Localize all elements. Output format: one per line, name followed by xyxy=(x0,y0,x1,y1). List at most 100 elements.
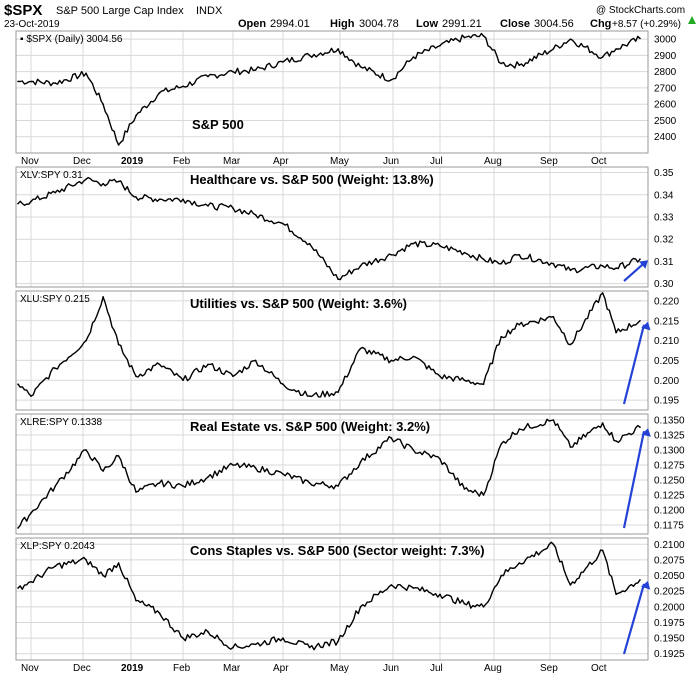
data-point xyxy=(117,343,120,346)
y-tick-label: 0.30 xyxy=(654,279,674,290)
data-point xyxy=(500,443,503,445)
chart-panel-5: 0.2100 0.2075 0.2050 0.2025 0.2000 0.1975 0.19… xyxy=(15,537,685,674)
panel-title: Healthcare vs. S&P 500 (Weight: 13.8%) xyxy=(190,172,434,187)
x-tick-label: Sep xyxy=(540,156,558,167)
header-close-label: Close xyxy=(500,18,530,30)
data-point xyxy=(500,574,503,577)
y-tick-label: 0.1350 xyxy=(654,416,685,427)
data-point xyxy=(117,562,120,564)
data-point xyxy=(17,383,19,386)
data-point xyxy=(54,367,57,370)
data-point xyxy=(135,114,137,117)
data-point xyxy=(158,612,161,614)
data-point xyxy=(232,207,234,209)
data-point xyxy=(17,202,19,205)
data-point xyxy=(30,580,32,583)
data-point xyxy=(639,37,641,40)
data-point xyxy=(601,265,604,267)
data-point xyxy=(135,375,137,378)
y-tick-label: 2600 xyxy=(654,100,677,111)
data-point xyxy=(207,476,209,478)
y-tick-label: 2700 xyxy=(654,83,677,94)
y-tick-label: 0.215 xyxy=(654,316,679,327)
panel-frame xyxy=(15,537,649,661)
data-point xyxy=(30,395,32,397)
series-line xyxy=(17,32,641,146)
y-tick-label: 2900 xyxy=(654,51,677,62)
data-point xyxy=(117,180,120,183)
data-point xyxy=(359,265,362,267)
x-tick-label: Apr xyxy=(273,663,289,674)
watermark: @ StockCharts.com xyxy=(596,5,685,16)
data-point xyxy=(482,606,485,608)
x-tick-label: Aug xyxy=(484,156,502,167)
header-symbol: $SPX xyxy=(4,2,42,19)
data-point xyxy=(601,292,604,294)
data-point xyxy=(463,379,466,382)
data-point xyxy=(182,485,184,487)
x-tick-label: Feb xyxy=(173,663,191,674)
data-point xyxy=(412,449,415,451)
x-tick-label: Feb xyxy=(173,156,191,167)
data-point xyxy=(158,363,161,366)
y-tick-label: 0.210 xyxy=(654,336,679,347)
x-tick-label: 2019 xyxy=(121,663,144,674)
data-point xyxy=(232,375,234,378)
y-tick-label: 0.205 xyxy=(654,356,679,367)
data-point xyxy=(390,437,393,439)
data-point xyxy=(337,485,339,487)
data-point xyxy=(135,196,137,198)
panel-legend: XLU:SPY 0.215 xyxy=(20,294,90,305)
y-tick-label: 0.1175 xyxy=(654,521,684,532)
data-point xyxy=(569,343,572,346)
y-tick-label: 0.2100 xyxy=(654,540,685,551)
header-close-value: 3004.56 xyxy=(534,18,574,30)
x-tick-label: Dec xyxy=(73,156,91,167)
data-point xyxy=(482,494,485,496)
y-tick-label: 0.1200 xyxy=(654,506,685,517)
data-point xyxy=(359,461,362,463)
data-point xyxy=(30,512,32,514)
y-tick-label: 0.220 xyxy=(654,296,679,307)
data-point xyxy=(207,205,209,207)
data-point xyxy=(500,62,503,65)
y-tick-label: 0.1925 xyxy=(654,649,685,660)
data-point xyxy=(308,482,311,484)
data-point xyxy=(390,584,393,586)
x-tick-label: Jul xyxy=(430,663,443,674)
data-point xyxy=(102,470,104,472)
data-point xyxy=(254,359,257,362)
data-point xyxy=(615,48,617,50)
data-point xyxy=(207,363,209,366)
data-point xyxy=(182,637,184,639)
x-tick-label: Oct xyxy=(591,663,607,674)
header-exchange: INDX xyxy=(196,5,223,17)
panel-frame xyxy=(15,166,649,288)
data-point xyxy=(135,491,137,493)
panel-legend: XLP:SPY 0.2043 xyxy=(20,541,95,552)
data-point xyxy=(182,379,184,382)
data-point xyxy=(54,565,57,567)
data-point xyxy=(615,331,617,334)
data-point xyxy=(359,347,362,350)
x-tick-label: Apr xyxy=(273,156,289,167)
x-tick-label: Aug xyxy=(484,663,502,674)
x-tick-label: Jun xyxy=(383,156,399,167)
header-open-label: Open xyxy=(238,18,266,30)
header-date: 23-Oct-2019 xyxy=(4,19,60,30)
data-point xyxy=(337,278,339,281)
panel-legend: XLRE:SPY 0.1338 xyxy=(20,417,103,428)
data-point xyxy=(232,70,234,73)
data-point xyxy=(135,599,137,602)
data-point xyxy=(158,482,161,484)
data-point xyxy=(639,579,641,581)
data-point xyxy=(207,75,209,78)
data-point xyxy=(463,602,466,605)
data-point xyxy=(232,464,234,466)
header-name: S&P 500 Large Cap Index xyxy=(56,5,184,17)
data-point xyxy=(337,640,339,643)
data-point xyxy=(552,262,555,265)
y-tick-label: 2800 xyxy=(654,67,677,78)
data-point xyxy=(182,85,184,88)
data-point xyxy=(601,422,604,424)
